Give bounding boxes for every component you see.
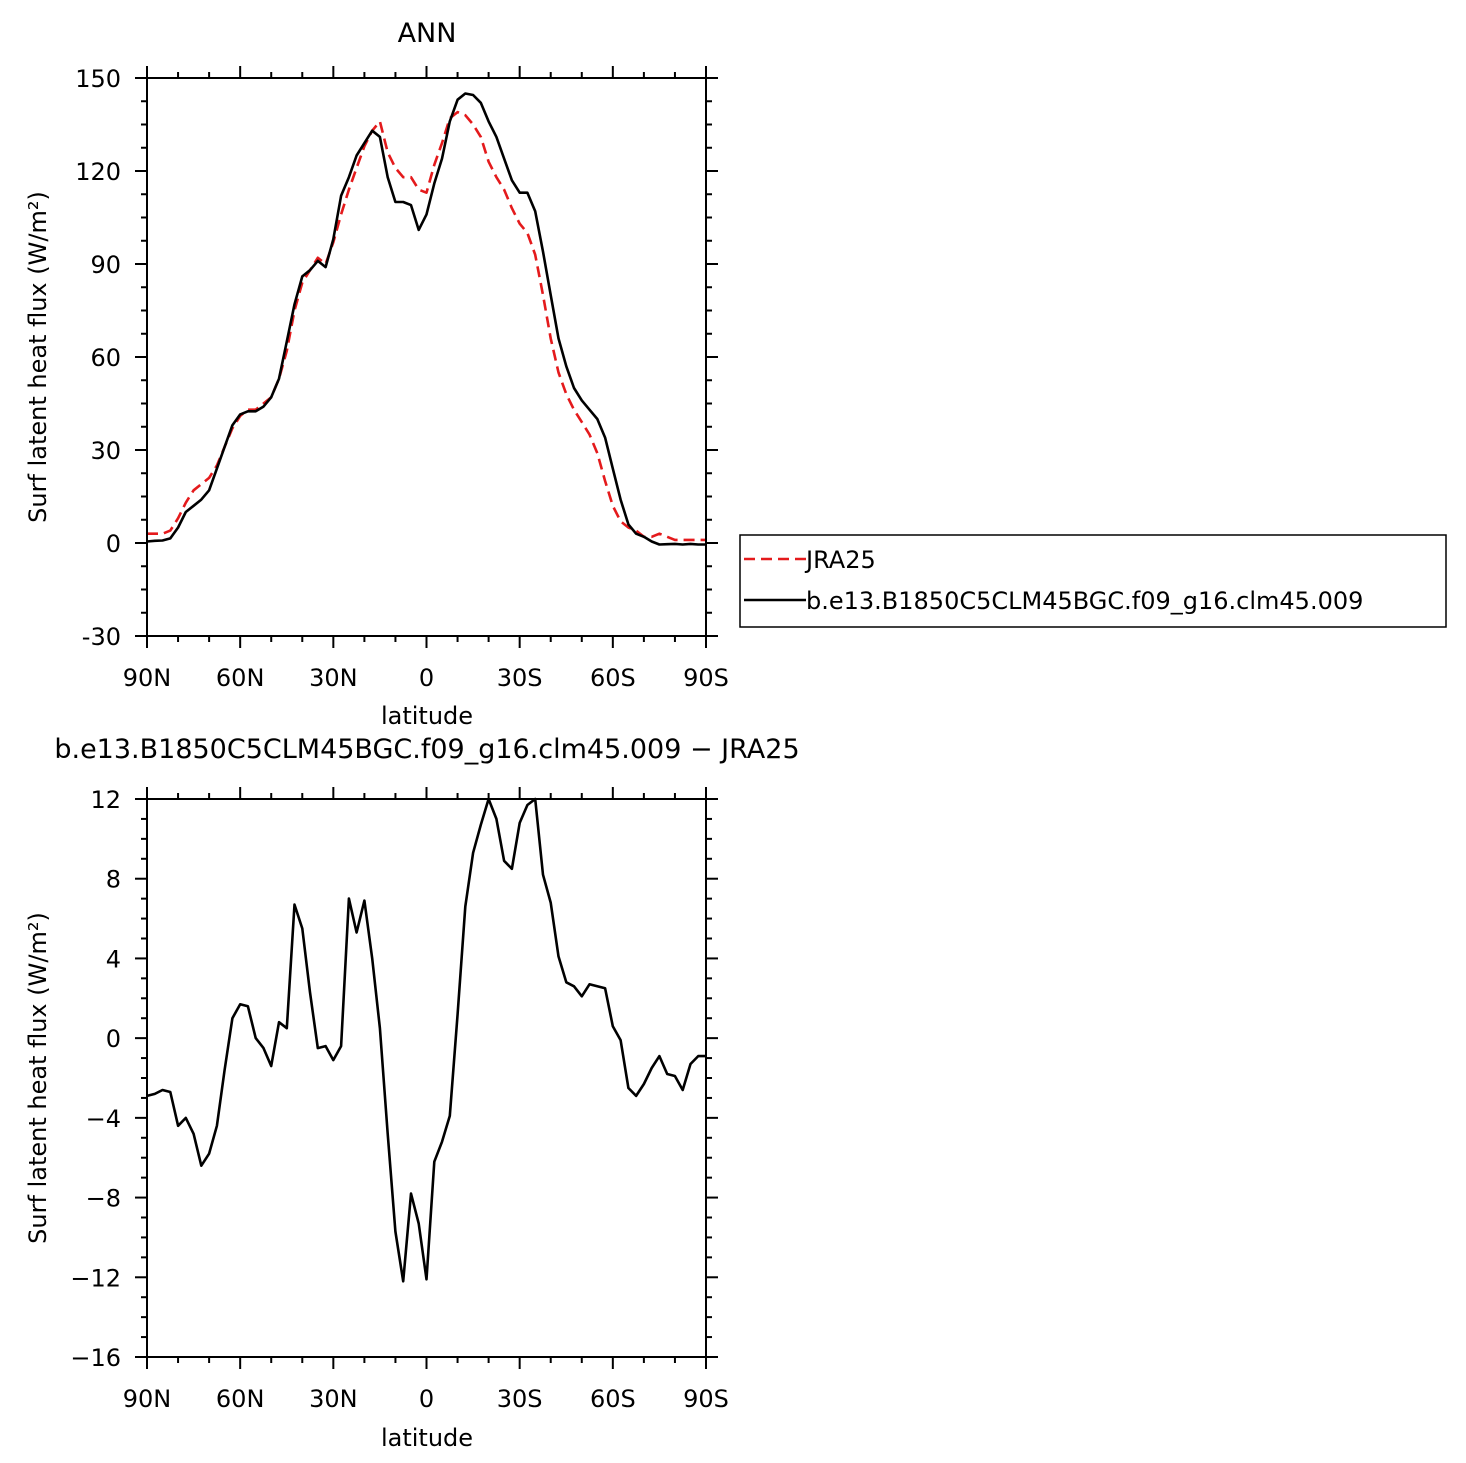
x-tick-label: 30N [309, 1385, 358, 1413]
bottom-panel-ticks: 90N 60N 30N 0 30S 60S 90S −16 −12 −8 −4 0 4 8 12 [70, 786, 729, 1413]
y-tick-label: −16 [70, 1344, 121, 1372]
y-tick-label: -30 [82, 623, 121, 651]
y-tick-label: 150 [75, 65, 121, 93]
series-line-jra25 [147, 110, 706, 542]
y-tick-label: 0 [106, 530, 121, 558]
x-tick-label: 30S [497, 664, 543, 692]
top-panel-title: ANN [398, 18, 457, 49]
top-panel-ticks: 90N 60N 30N 0 30S 60S 90S -30 0 30 60 90 120 150 [75, 65, 729, 692]
y-tick-label: 30 [90, 437, 121, 465]
y-tick-label: 8 [106, 866, 121, 894]
series-line-b-e13-b1850c5clm45bgc-f09-g16-clm45-009 [146, 92, 706, 546]
y-tick-label: −12 [70, 1264, 121, 1292]
x-tick-label: 90N [123, 664, 172, 692]
bottom-panel-series [146, 797, 706, 1283]
x-tick-label: 60S [590, 664, 636, 692]
y-tick-label: 90 [90, 251, 121, 279]
bottom-panel-title: b.e13.B1850C5CLM45BGC.f09_g16.clm45.009 … [54, 734, 799, 765]
top-panel-x-label: latitude [381, 702, 473, 730]
legend-label-model: b.e13.B1850C5CLM45BGC.f09_g16.clm45.009 [806, 587, 1363, 615]
y-tick-label: 12 [90, 786, 121, 814]
x-tick-label: 90S [683, 664, 729, 692]
top-panel-frame [146, 77, 707, 637]
bottom-panel-frame [146, 798, 707, 1358]
top-panel-series [146, 92, 706, 546]
y-tick-label: −4 [86, 1105, 121, 1133]
bottom-panel: b.e13.B1850C5CLM45BGC.f09_g16.clm45.009 … [24, 734, 800, 1452]
y-tick-label: 60 [90, 344, 121, 372]
x-tick-label: 60S [590, 1385, 636, 1413]
legend: JRA25 b.e13.B1850C5CLM45BGC.f09_g16.clm4… [739, 534, 1447, 628]
top-panel: ANN Surf latent heat flux (W/m²) latitud… [24, 18, 729, 730]
x-tick-label: 60N [216, 1385, 265, 1413]
x-tick-label: 60N [216, 664, 265, 692]
x-tick-label: 30S [497, 1385, 543, 1413]
x-tick-label: 30N [309, 664, 358, 692]
bottom-panel-y-label: Surf latent heat flux (W/m²) [24, 912, 52, 1244]
x-tick-label: 90N [123, 1385, 172, 1413]
y-tick-label: 0 [106, 1025, 121, 1053]
y-tick-label: 120 [75, 158, 121, 186]
legend-label-jra25: JRA25 [804, 546, 876, 574]
x-tick-label: 0 [419, 1385, 434, 1413]
y-tick-label: −8 [86, 1185, 121, 1213]
legend-box [739, 534, 1447, 628]
x-tick-label: 0 [419, 664, 434, 692]
top-panel-y-label: Surf latent heat flux (W/m²) [24, 191, 52, 523]
y-tick-label: 4 [106, 945, 121, 973]
x-tick-label: 90S [683, 1385, 729, 1413]
series-line-panel2-0 [146, 797, 706, 1283]
bottom-panel-x-label: latitude [381, 1424, 473, 1452]
